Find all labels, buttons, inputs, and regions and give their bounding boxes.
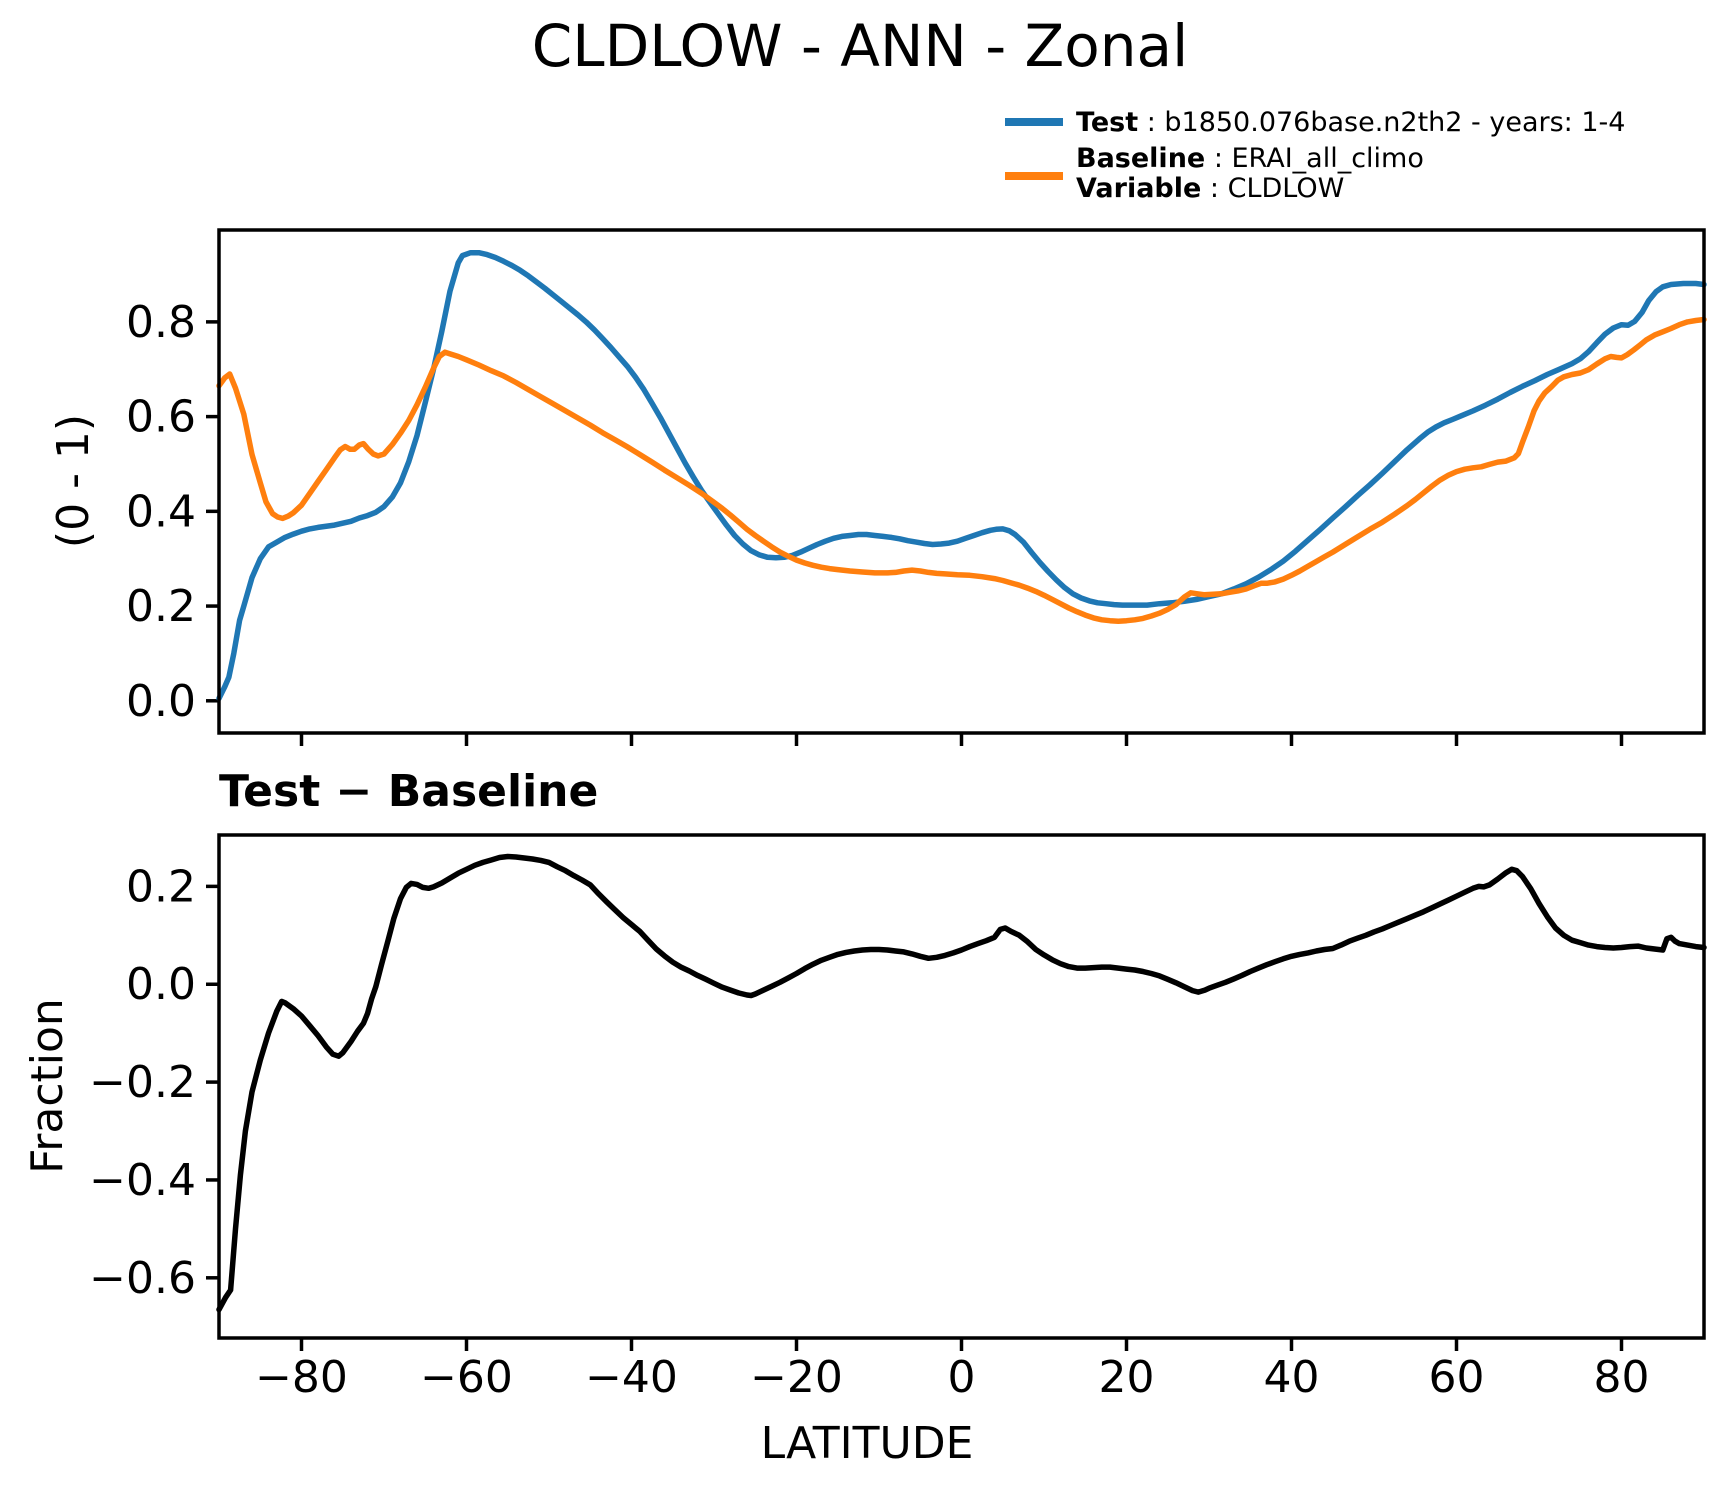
plot-border xyxy=(217,833,1706,1340)
difference-panel-title: Test − Baseline xyxy=(219,766,598,817)
legend-test-value: : b1850.076base.n2th2 - years: 1-4 xyxy=(1138,107,1625,138)
y-tick-label: 0.6 xyxy=(126,392,196,443)
legend: Test : b1850.076base.n2th2 - years: 1-4 … xyxy=(1005,107,1625,204)
x-tick-label: −40 xyxy=(585,1352,678,1403)
y-tick-label: 0.4 xyxy=(126,486,196,537)
plot-border xyxy=(217,228,1706,735)
x-tick-label: 60 xyxy=(1429,1352,1485,1403)
plot-layers: 0.00.20.40.60.8−80 −60 −40 −20 0 20 40 60 800.20… xyxy=(89,228,1707,1403)
legend-baseline-value: : ERAI_all_climo xyxy=(1205,143,1424,174)
x-tick-label: 20 xyxy=(1099,1352,1155,1403)
y-tick-label: −0.6 xyxy=(89,1253,196,1304)
legend-test-label: Test : b1850.076base.n2th2 - years: 1-4 xyxy=(1076,107,1625,138)
y-tick-label: 0.0 xyxy=(126,676,196,727)
x-tick-label: 0 xyxy=(948,1352,976,1403)
y-tick-label: 0.0 xyxy=(126,959,196,1010)
x-tick-label: −60 xyxy=(420,1352,513,1403)
legend-variable-value: : CLDLOW xyxy=(1201,173,1344,204)
figure-title: CLDLOW - ANN - Zonal xyxy=(532,12,1188,80)
y-tick-label: −0.4 xyxy=(89,1155,196,1206)
x-tick-label: 40 xyxy=(1264,1352,1320,1403)
x-tick-label: −80 xyxy=(255,1352,348,1403)
legend-variable-key: Variable xyxy=(1076,173,1201,204)
bottom-panel: −80 −60 −40 −20 0 20 40 60 80 0.2 0.0 −0.2 −0.4 −0.6 xyxy=(89,833,1707,1403)
legend-baseline-label: Baseline : ERAI_all_climo xyxy=(1076,143,1424,174)
y-tick-label: 0.2 xyxy=(126,861,196,912)
legend-baseline-key: Baseline xyxy=(1076,143,1205,174)
y-tick-label: 0.2 xyxy=(126,581,196,632)
bottom-ylabel: Fraction xyxy=(22,998,73,1174)
top-panel: 0.0 0.2 0.4 0.6 0.8 xyxy=(126,228,1707,746)
top-ylabel: (0 - 1) xyxy=(48,414,99,548)
xlabel: LATITUDE xyxy=(761,1418,974,1469)
y-tick-label: 0.8 xyxy=(126,297,196,348)
test-minus-baseline-line xyxy=(216,853,1707,1313)
baseline-line xyxy=(216,316,1707,624)
x-tick-label: −20 xyxy=(750,1352,843,1403)
y-tick-label: −0.2 xyxy=(89,1057,196,1108)
test-line xyxy=(216,249,1707,702)
legend-test-key: Test xyxy=(1076,107,1138,138)
x-tick-label: 80 xyxy=(1594,1352,1650,1403)
legend-variable-label: Variable : CLDLOW xyxy=(1076,173,1344,204)
